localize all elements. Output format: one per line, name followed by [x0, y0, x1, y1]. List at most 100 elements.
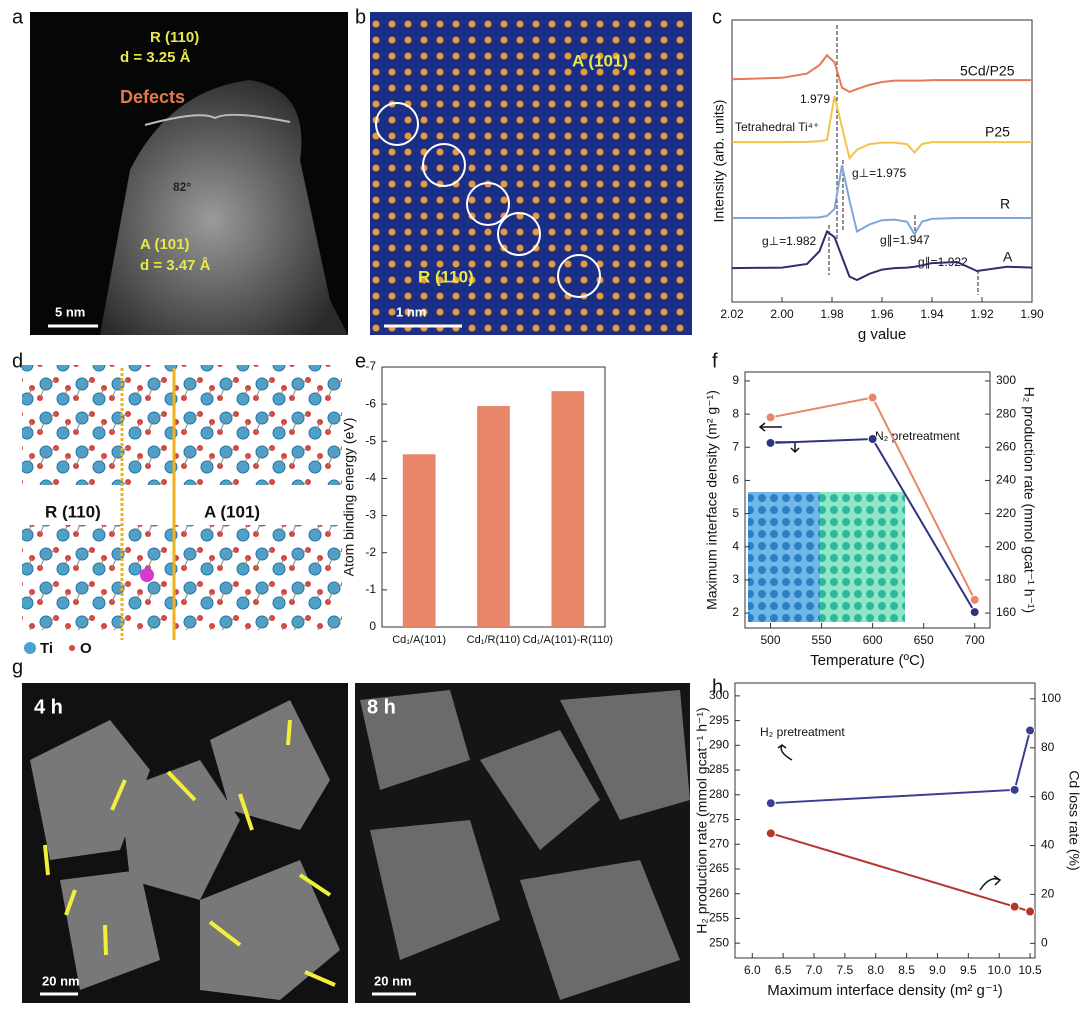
y2-tick-label: 200 — [996, 539, 1016, 553]
x-tick-label: 2.00 — [770, 307, 794, 321]
cd-atom — [140, 568, 154, 582]
label: d = 3.47 Å — [140, 257, 211, 274]
particles — [30, 700, 340, 1000]
structure-top — [22, 365, 342, 485]
marker — [765, 437, 776, 448]
annotation: g⊥=1.982 — [762, 234, 816, 248]
inset — [748, 492, 828, 622]
y-tick-label: 8 — [732, 406, 739, 420]
panel-label: d — [12, 350, 23, 372]
series-line — [731, 53, 1032, 94]
series-label: A — [1003, 249, 1013, 265]
marker — [1025, 906, 1036, 917]
defect-line — [144, 113, 291, 126]
y-tick-label: -2 — [365, 545, 376, 559]
y-tick-label: 2 — [732, 605, 739, 619]
y2-tick-label: 180 — [996, 572, 1016, 586]
y-tick-label: 290 — [709, 737, 729, 751]
marker — [1025, 725, 1036, 736]
series-line — [731, 229, 1033, 282]
x-axis-label: g value — [858, 326, 906, 343]
annotation: g∥=1.947 — [880, 233, 930, 247]
y-tick-label: 295 — [709, 713, 729, 727]
marker — [765, 798, 776, 809]
series-line — [770, 730, 1032, 805]
legend-label: Ti — [40, 640, 53, 657]
panel-label: b — [355, 6, 366, 28]
y-tick-label: 275 — [709, 812, 729, 826]
y2-axis-label: Cd loss rate (%) — [1066, 770, 1080, 870]
series-label: P25 — [985, 124, 1010, 140]
panel-label: h — [712, 676, 723, 698]
x-tick-label: 8.0 — [867, 963, 884, 977]
x-axis-label: Temperature (ºC) — [810, 652, 925, 669]
x-tick-label: 1.96 — [870, 307, 894, 321]
x-tick-label: 10.5 — [1018, 963, 1042, 977]
y2-tick-label: 40 — [1041, 838, 1055, 852]
bar — [477, 406, 510, 627]
annotation: Tetrahedral Ti⁴⁺ — [735, 120, 819, 134]
label: R (110) — [418, 267, 474, 286]
x-tick-label: 650 — [914, 633, 934, 647]
y-tick-label: -5 — [365, 433, 376, 447]
scale-label: 5 nm — [55, 304, 85, 319]
x-tick-label: 1.94 — [920, 307, 944, 321]
y-axis-label: Maximum interface density (m² g⁻¹) — [704, 390, 720, 610]
marker — [765, 412, 776, 423]
y-tick-label: -6 — [365, 396, 376, 410]
particles — [360, 690, 690, 1000]
legend-ti — [24, 642, 36, 654]
y2-tick-label: 60 — [1041, 789, 1055, 803]
y-tick-label: 4 — [732, 539, 739, 553]
label: A (101) — [140, 236, 189, 253]
label: Defects — [120, 87, 185, 107]
x-tick-label: 9.5 — [960, 963, 977, 977]
x-tick-label: 550 — [812, 633, 832, 647]
x-tick-label: 10.0 — [988, 963, 1012, 977]
legend-o — [69, 645, 75, 651]
y-tick-label: 0 — [369, 619, 376, 633]
label: 4 h — [34, 696, 63, 718]
x-tick-label: 7.5 — [837, 963, 854, 977]
panel-label: f — [712, 350, 718, 372]
x-axis-label: Maximum interface density (m² g⁻¹) — [767, 982, 1002, 999]
y2-tick-label: 220 — [996, 506, 1016, 520]
y-tick-label: 250 — [709, 935, 729, 949]
y2-tick-label: 240 — [996, 473, 1016, 487]
y-axis-label: Intensity (arb. units) — [711, 100, 727, 223]
panel-label: g — [12, 656, 23, 678]
legend-label: O — [80, 640, 92, 657]
y2-tick-label: 0 — [1041, 936, 1048, 950]
marker — [765, 828, 776, 839]
y2-tick-label: 20 — [1041, 887, 1055, 901]
y-tick-label: 265 — [709, 861, 729, 875]
x-tick-label: 7.0 — [806, 963, 823, 977]
y-tick-label: 285 — [709, 762, 729, 776]
y-tick-label: 9 — [732, 373, 739, 387]
scale-label: 1 nm — [396, 304, 426, 319]
y-tick-label: 270 — [709, 836, 729, 850]
y-tick-label: 7 — [732, 439, 739, 453]
x-tick-label: 1.98 — [820, 307, 844, 321]
label: A (101) — [204, 502, 260, 521]
micrograph-b — [370, 12, 692, 335]
x-tick-label: Cd₁/A(101)-R(110) — [523, 634, 613, 646]
label: 82° — [173, 180, 191, 194]
x-tick-label: Cd₁/R(110) — [467, 634, 521, 646]
y-tick-label: 3 — [732, 572, 739, 586]
y-axis-label: H₂ production rate (mmol gcat⁻¹ h⁻¹) — [694, 707, 710, 933]
x-tick-label: Cd₁/A(101) — [392, 634, 446, 646]
label: A (101) — [572, 51, 628, 70]
y-tick-label: -3 — [365, 508, 376, 522]
x-tick-label: 600 — [863, 633, 883, 647]
y-tick-label: -4 — [365, 471, 376, 485]
x-tick-label: 9.0 — [929, 963, 946, 977]
y-tick-label: 300 — [709, 688, 729, 702]
y-tick-label: -7 — [365, 359, 376, 373]
scale-label: 20 nm — [374, 973, 412, 988]
series-line — [732, 95, 1032, 161]
y-tick-label: 5 — [732, 506, 739, 520]
annotation: 1.979 — [800, 92, 830, 106]
circles — [375, 102, 601, 298]
x-tick-label: 8.5 — [898, 963, 915, 977]
